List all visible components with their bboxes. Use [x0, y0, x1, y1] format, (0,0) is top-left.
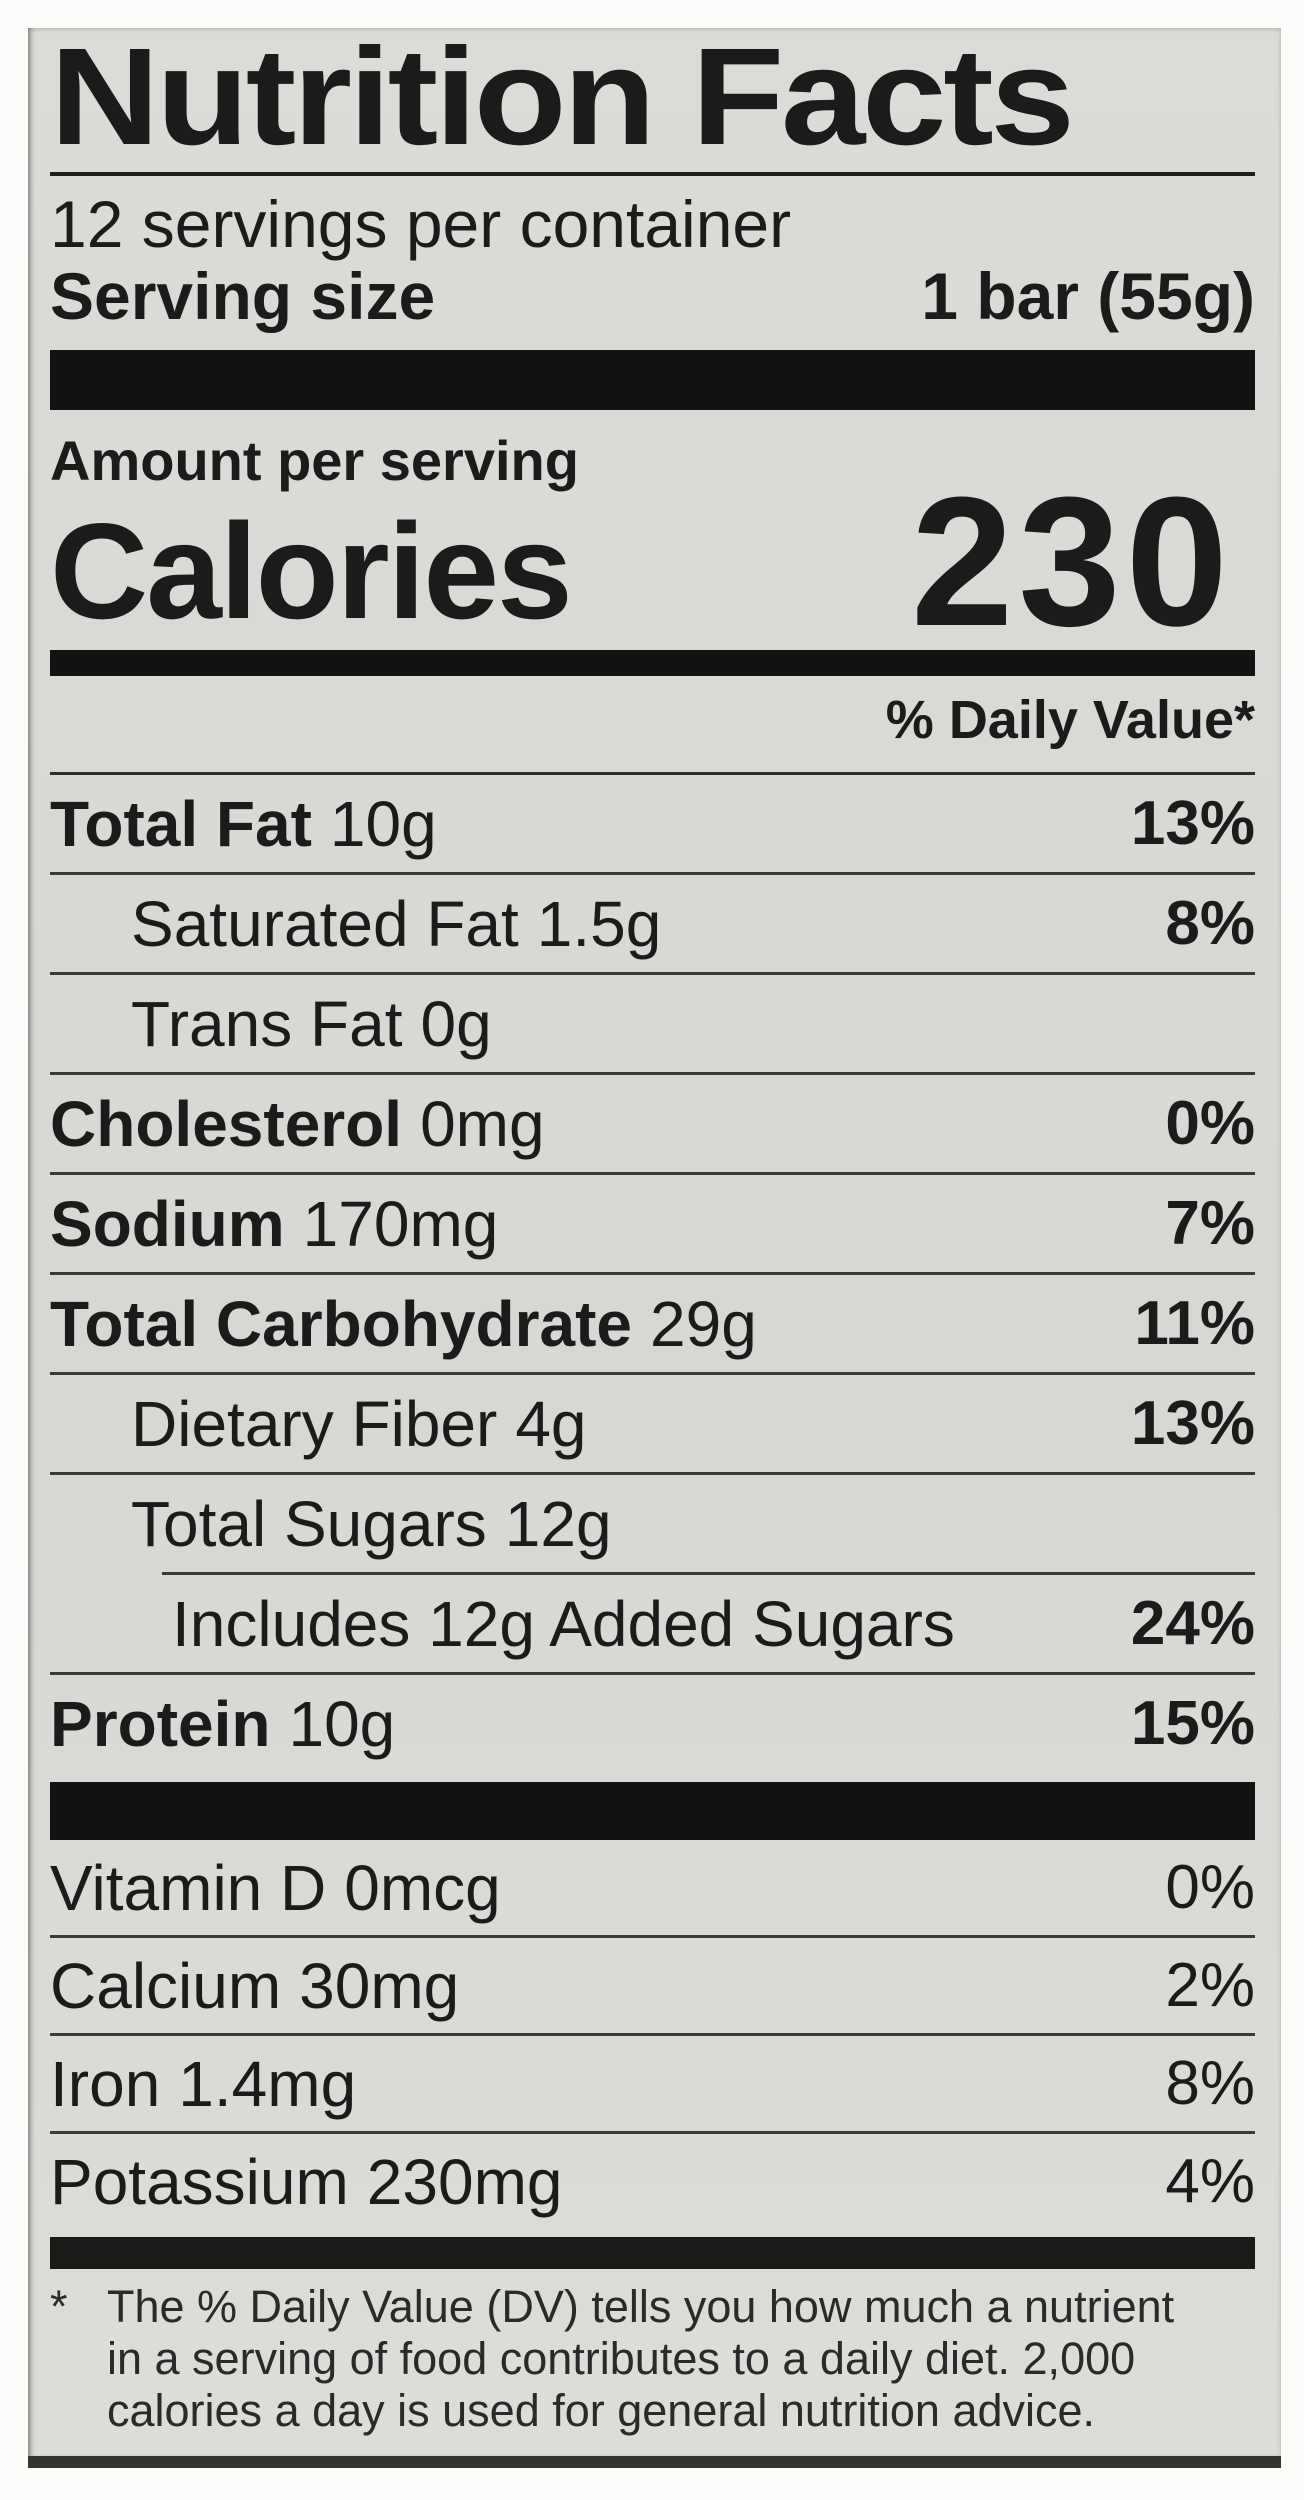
nutrient-dv: 13% [1130, 1389, 1255, 1458]
row-separator [50, 1072, 1255, 1075]
calories-label: Calories [50, 495, 573, 647]
rule-above-nutrients [50, 772, 1255, 775]
nutrient-row-saturated-fat: Saturated Fat 1.5g 8% [50, 875, 1255, 972]
nutrient-row-total-fat: Total Fat 10g 13% [50, 775, 1255, 872]
micronutrient-row-calcium: Calcium 30mg 2% [50, 1938, 1255, 2033]
row-separator [50, 1672, 1255, 1675]
daily-value-header: % Daily Value* [885, 690, 1255, 750]
thick-divider-bar-top [50, 350, 1255, 410]
nutrient-name-group: Sodium 170mg [50, 1187, 499, 1260]
nutrient-name-group: Total Carbohydrate 29g [50, 1287, 757, 1360]
amount-per-serving-label: Amount per serving [50, 429, 579, 492]
nutrient-dv: 4% [1165, 2147, 1255, 2216]
nutrient-name-group: Total Sugars 12g [131, 1487, 612, 1560]
nutrient-row-trans-fat: Trans Fat 0g [50, 975, 1255, 1072]
calories-row: Calories 230 [50, 458, 1255, 664]
nutrient-row-cholesterol: Cholesterol 0mg 0% [50, 1075, 1255, 1172]
thick-divider-bar-protein [50, 1782, 1255, 1840]
nutrient-dv: 0% [1165, 1853, 1255, 1922]
nutrient-name-group: Iron 1.4mg [50, 2047, 357, 2120]
nutrient-row-total-sugars: Total Sugars 12g [50, 1475, 1255, 1572]
row-separator [50, 1372, 1255, 1375]
footnote-line-2: in a serving of food contributes to a da… [107, 2333, 1136, 2384]
row-separator [50, 1472, 1255, 1475]
nutrient-name-group: Includes 12g Added Sugars [172, 1587, 955, 1660]
row-separator [50, 872, 1255, 875]
micronutrient-row-potassium: Potassium 230mg 4% [50, 2134, 1255, 2229]
row-separator-indented [162, 1572, 1255, 1575]
footnote-asterisk: * [50, 2281, 68, 2332]
row-separator [50, 972, 1255, 975]
medium-divider-bar-footnote [50, 2237, 1255, 2269]
row-separator [50, 2033, 1255, 2036]
nutrient-dv: 11% [1134, 1289, 1255, 1358]
medium-divider-bar-calories [50, 650, 1255, 676]
nutrient-row-sodium: Sodium 170mg 7% [50, 1175, 1255, 1272]
nutrient-dv: 24% [1130, 1589, 1255, 1658]
daily-value-footnote: * The % Daily Value (DV) tells you how m… [50, 2281, 1255, 2437]
micronutrient-row-vitamin-d: Vitamin D 0mcg 0% [50, 1840, 1255, 1935]
nutrient-name-group: Total Fat 10g [50, 787, 437, 860]
nutrient-name-group: Calcium 30mg [50, 1949, 460, 2022]
nutrient-name-group: Potassium 230mg [50, 2145, 563, 2218]
servings-per-container: 12 servings per container [50, 187, 792, 261]
row-separator [50, 1935, 1255, 1938]
nutrient-dv: 15% [1130, 1689, 1255, 1758]
nutrient-dv: 7% [1165, 1189, 1255, 1258]
micronutrient-row-iron: Iron 1.4mg 8% [50, 2036, 1255, 2131]
serving-size-label: Serving size [50, 259, 436, 333]
title-divider [50, 172, 1255, 176]
footnote-line-3: calories a day is used for general nutri… [107, 2385, 1096, 2436]
calories-value: 230 [911, 458, 1233, 664]
nutrient-name-group: Saturated Fat 1.5g [131, 887, 662, 960]
footnote-text: The % Daily Value (DV) tells you how muc… [107, 2281, 1174, 2437]
nutrient-name-group: Cholesterol 0mg [50, 1087, 545, 1160]
row-separator [50, 1172, 1255, 1175]
nutrient-row-added-sugars: Includes 12g Added Sugars 24% [50, 1575, 1255, 1672]
nutrition-facts-label: Nutrition Facts 12 servings per containe… [28, 28, 1281, 2468]
nutrient-dv: 0% [1165, 1089, 1255, 1158]
nutrient-name-group: Dietary Fiber 4g [131, 1387, 587, 1460]
label-title-text: Nutrition Facts [50, 28, 1075, 174]
nutrient-name-group: Trans Fat 0g [131, 987, 492, 1060]
row-separator [50, 1272, 1255, 1275]
nutrient-dv: 8% [1165, 889, 1255, 958]
nutrient-row-total-carbohydrate: Total Carbohydrate 29g 11% [50, 1275, 1255, 1372]
serving-size-value: 1 bar (55g) [921, 259, 1255, 333]
nutrient-name-group: Protein 10g [50, 1687, 396, 1760]
nutrient-dv: 13% [1130, 789, 1255, 858]
label-title: Nutrition Facts [50, 28, 1255, 174]
nutrient-dv: 8% [1165, 2049, 1255, 2118]
nutrient-row-dietary-fiber: Dietary Fiber 4g 13% [50, 1375, 1255, 1472]
nutrient-dv: 2% [1165, 1951, 1255, 2020]
nutrient-name-group: Vitamin D 0mcg [50, 1851, 501, 1924]
nutrient-row-protein: Protein 10g 15% [50, 1675, 1255, 1772]
serving-size-row: Serving size 1 bar (55g) [50, 262, 1255, 330]
footnote-line-1: The % Daily Value (DV) tells you how muc… [107, 2281, 1175, 2332]
row-separator [50, 2131, 1255, 2134]
